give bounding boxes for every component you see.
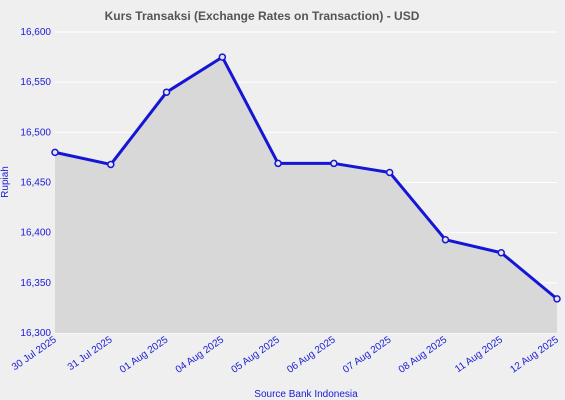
x-tick-label: 30 Jul 2025 [10, 334, 59, 373]
y-tick-label: 16,600 [20, 27, 51, 38]
y-tick-label: 16,500 [20, 127, 51, 138]
x-tick-label: 12 Aug 2025 [508, 334, 561, 375]
x-tick-label: 01 Aug 2025 [118, 334, 171, 375]
y-tick-label: 16,350 [20, 278, 51, 289]
y-axis: 16,300 16,350 16,400 16,450 16,500 16,550 16,6… [20, 27, 51, 339]
y-axis-label: Rupiah [0, 166, 11, 198]
series-line [54, 55, 558, 301]
data-point[interactable] [51, 148, 59, 157]
y-tick-label: 16,300 [20, 328, 51, 339]
y-tick-label: 16,550 [20, 77, 51, 88]
data-point[interactable] [162, 88, 171, 96]
x-axis: 30 Jul 2025 31 Jul 2025 01 Aug 2025 04 Aug … [10, 334, 561, 375]
data-point[interactable] [218, 53, 227, 61]
x-tick-label: 08 Aug 2025 [397, 334, 450, 375]
y-tick-label: 16,400 [20, 228, 51, 239]
x-tick-label: 07 Aug 2025 [341, 334, 394, 375]
data-point[interactable] [107, 160, 115, 169]
area-fill [55, 57, 557, 333]
y-tick-label: 16,450 [20, 178, 51, 189]
data-point[interactable] [274, 159, 282, 168]
data-point[interactable] [330, 159, 338, 168]
x-axis-label: Source Bank Indonesia [254, 389, 358, 400]
chart-title: Kurs Transaksi (Exchange Rates on Transa… [105, 9, 420, 23]
x-tick-label: 06 Aug 2025 [285, 334, 338, 375]
data-point[interactable] [385, 168, 394, 177]
x-tick-label: 11 Aug 2025 [453, 334, 505, 375]
x-tick-label: 05 Aug 2025 [230, 334, 283, 375]
data-point[interactable] [553, 295, 561, 303]
x-tick-label: 04 Aug 2025 [174, 334, 227, 375]
x-tick-label: 31 Jul 2025 [66, 334, 115, 373]
data-point[interactable] [441, 235, 450, 244]
data-point[interactable] [497, 248, 505, 257]
plot-area [51, 53, 561, 333]
